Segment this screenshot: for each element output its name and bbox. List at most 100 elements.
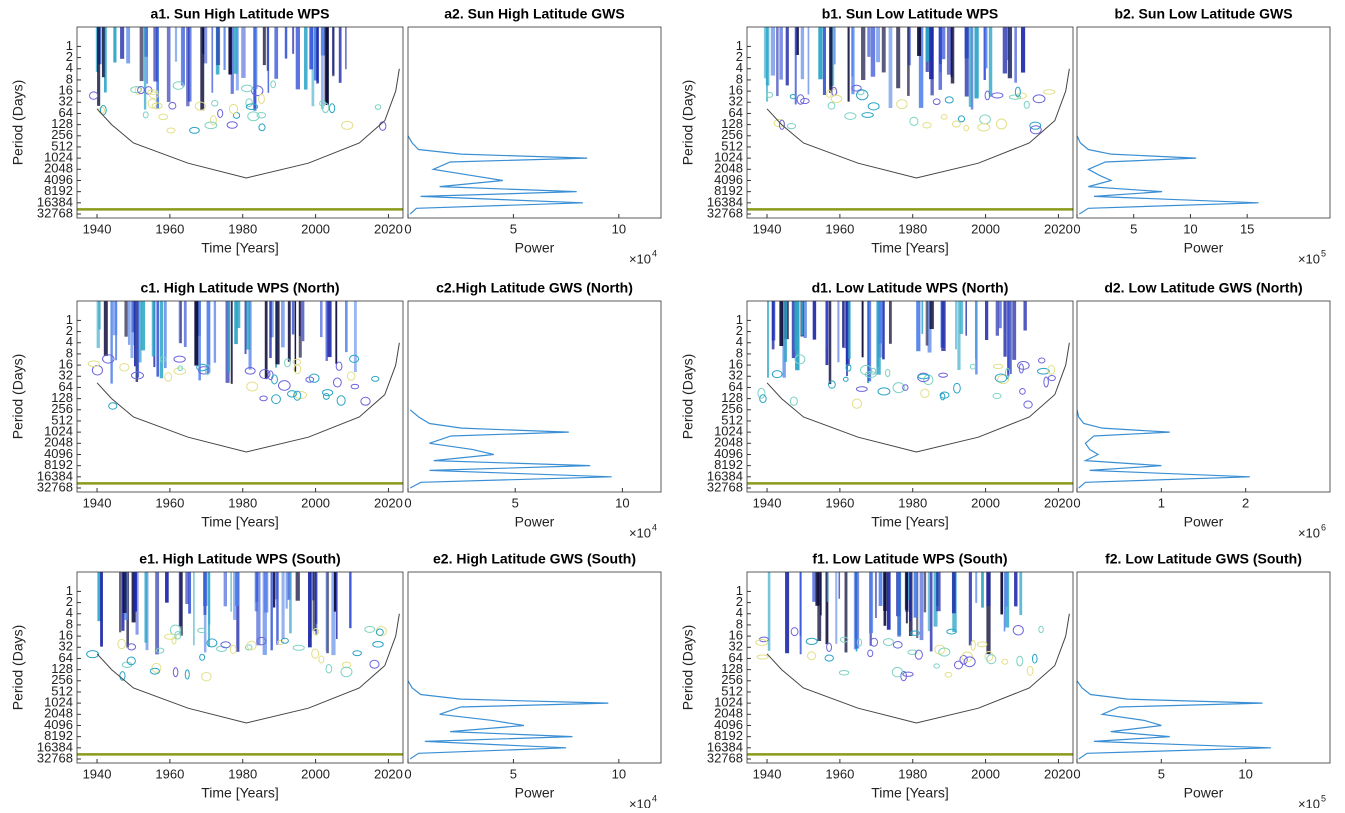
x-axis-label: Power	[1184, 514, 1224, 530]
plot-frame	[76, 300, 404, 493]
contour-texture	[151, 102, 163, 110]
contour-texture	[965, 301, 967, 336]
contour-texture	[335, 361, 343, 371]
x-tick-label: 2000	[971, 766, 1000, 781]
contour-texture	[335, 572, 338, 640]
contour-texture	[234, 301, 238, 345]
contour-texture	[794, 27, 797, 105]
contour-texture	[998, 301, 1002, 329]
y-tick-label: 1	[736, 583, 743, 598]
plot-frame	[746, 571, 1074, 764]
contour-texture	[147, 98, 157, 109]
contour-texture	[977, 123, 991, 132]
y-tick-label: 16384	[37, 739, 73, 754]
y-axis-label: Period (Days)	[10, 625, 26, 711]
contour-texture	[968, 572, 972, 646]
contour-texture	[295, 27, 301, 90]
y-tick-label: 64	[729, 105, 743, 120]
contour-texture	[187, 27, 192, 102]
contour-texture	[332, 27, 335, 75]
contour-texture	[284, 27, 288, 59]
x-multiplier: ×10	[1298, 251, 1320, 266]
x-tick-label: 2020	[1044, 495, 1073, 510]
y-tick-label: 32768	[707, 205, 743, 220]
contour-texture	[1019, 572, 1023, 616]
contour-texture	[104, 27, 107, 93]
contour-texture	[1016, 655, 1024, 667]
y-tick-label: 32	[59, 639, 73, 654]
contour-texture	[142, 111, 149, 119]
contour-texture	[757, 387, 766, 399]
contour-texture	[244, 367, 256, 375]
contour-texture	[929, 301, 934, 330]
cone-of-influence	[766, 613, 1070, 724]
contour-texture	[851, 27, 854, 77]
y-tick-label: 32768	[37, 750, 73, 765]
x-exponent: 4	[652, 522, 657, 532]
y-tick-label: 8	[736, 71, 743, 86]
y-tick-label: 4096	[714, 717, 743, 732]
x-tick-label: 1960	[825, 495, 854, 510]
x-tick-label: 10	[1183, 221, 1197, 236]
contour-texture	[117, 638, 126, 650]
contour-texture	[861, 112, 874, 118]
contour-texture	[902, 671, 914, 677]
contour-texture	[933, 572, 938, 627]
contour-texture	[1012, 624, 1024, 636]
contour-texture	[1043, 89, 1056, 95]
contour-texture	[896, 99, 908, 110]
x-tick-label: 1960	[825, 221, 854, 236]
y-tick-label: 2048	[714, 706, 743, 721]
contour-texture	[277, 639, 285, 645]
contour-texture	[325, 663, 333, 674]
contour-texture	[369, 659, 380, 669]
x-axis-label: Time [Years]	[871, 240, 949, 256]
contour-texture	[963, 656, 976, 668]
y-axis-label: Period (Days)	[680, 354, 696, 440]
contour-texture	[986, 572, 991, 655]
contour-texture	[766, 91, 774, 98]
contour-texture	[959, 301, 964, 335]
contour-texture	[346, 371, 356, 381]
y-tick-label: 2048	[44, 161, 73, 176]
contour-texture	[245, 103, 259, 110]
contour-texture	[130, 301, 134, 359]
y-axis-label: Period (Days)	[10, 80, 26, 166]
panel-title: e2. High Latitude GWS (South)	[433, 551, 636, 567]
contour-texture	[298, 301, 302, 358]
contour-texture	[127, 643, 137, 651]
contour-texture	[938, 372, 948, 378]
contour-texture	[784, 301, 788, 362]
contour-texture	[217, 108, 224, 118]
contour-texture	[198, 301, 201, 381]
contour-texture	[1037, 357, 1046, 364]
x-multiplier: ×10	[1298, 525, 1320, 540]
contour-texture	[845, 363, 852, 372]
contour-texture	[173, 367, 187, 375]
contour-texture	[1014, 27, 1017, 83]
contour-texture	[223, 27, 226, 70]
plot-frame	[407, 26, 662, 219]
contour-texture	[888, 27, 893, 108]
contour-texture	[870, 27, 876, 77]
contour-texture	[100, 572, 103, 647]
x-tick-label: 1940	[753, 221, 782, 236]
contour-texture	[827, 380, 836, 389]
contour-texture	[256, 572, 261, 646]
contour-texture	[838, 669, 850, 676]
contour-texture	[375, 628, 384, 636]
plot-frame	[1076, 571, 1331, 764]
contour-texture	[877, 301, 879, 367]
contour-texture	[909, 572, 912, 622]
contour-texture	[782, 301, 786, 378]
contour-texture	[824, 654, 834, 662]
contour-texture	[979, 114, 991, 125]
contour-texture	[855, 89, 869, 101]
contour-texture	[916, 572, 919, 639]
contour-texture	[1017, 361, 1030, 370]
contour-texture	[345, 301, 348, 353]
contour-texture	[199, 653, 206, 661]
contour-texture	[950, 27, 955, 84]
contour-texture	[914, 649, 923, 660]
gws-line	[408, 680, 609, 760]
